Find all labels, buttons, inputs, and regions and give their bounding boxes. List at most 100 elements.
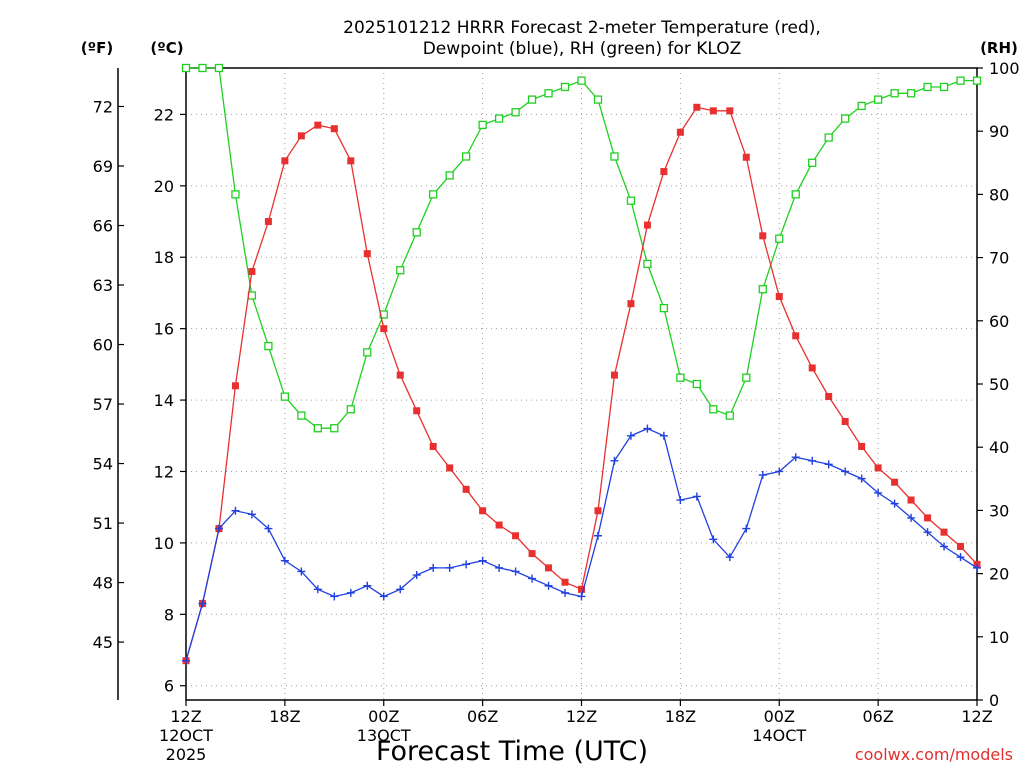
celsius-tick-label: 14 bbox=[154, 391, 174, 410]
rh-point bbox=[280, 392, 290, 401]
temperature-point bbox=[528, 550, 536, 558]
dewpoint-point bbox=[379, 592, 388, 601]
rh-point bbox=[725, 411, 734, 420]
celsius-unit-label: (ºC) bbox=[150, 39, 183, 57]
temperature-point bbox=[462, 485, 470, 493]
time-tick-label: 06Z bbox=[467, 707, 498, 726]
temperature-point bbox=[330, 125, 338, 133]
rh-point bbox=[939, 82, 949, 92]
dewpoint-point bbox=[857, 474, 866, 483]
temperature-point bbox=[874, 464, 882, 472]
dewpoint-point bbox=[396, 585, 405, 594]
dewpoint-point bbox=[841, 467, 850, 476]
rh-tick-label: 40 bbox=[989, 438, 1009, 457]
temperature-point bbox=[792, 332, 800, 340]
rh-point bbox=[906, 89, 916, 98]
fahrenheit-tick-label: 63 bbox=[93, 276, 113, 295]
temperature-point bbox=[264, 218, 272, 226]
dewpoint-point bbox=[214, 524, 223, 533]
dewpoint-point bbox=[890, 499, 899, 508]
dewpoint-point bbox=[445, 563, 454, 572]
rh-point bbox=[659, 304, 669, 313]
temperature-point bbox=[924, 514, 932, 522]
rh-tick-label: 70 bbox=[989, 249, 1009, 268]
date-label: 13OCT bbox=[357, 726, 411, 745]
temperature-point bbox=[841, 417, 849, 425]
celsius-axis: 6 8 10 12 14 16 18 20 22 bbox=[154, 105, 186, 696]
rh-series bbox=[181, 63, 982, 433]
dewpoint-point bbox=[874, 488, 883, 497]
rh-tick-label: 0 bbox=[989, 691, 999, 710]
rh-point bbox=[396, 266, 405, 275]
dewpoint-point bbox=[758, 471, 767, 480]
rh-tick-label: 10 bbox=[989, 628, 1009, 647]
temperature-point bbox=[446, 464, 454, 472]
rh-tick-label: 90 bbox=[989, 122, 1009, 141]
temperature-point bbox=[858, 442, 866, 450]
rh-point bbox=[494, 114, 504, 123]
dewpoint-point bbox=[330, 592, 339, 601]
rh-point bbox=[923, 82, 932, 92]
dewpoint-point bbox=[610, 456, 619, 465]
temperature-point bbox=[363, 250, 371, 258]
dewpoint-point bbox=[297, 567, 306, 576]
rh-point bbox=[313, 424, 322, 433]
temperature-point bbox=[940, 528, 948, 536]
dewpoint-point bbox=[577, 592, 586, 601]
rh-point bbox=[214, 63, 224, 73]
rh-point bbox=[857, 101, 866, 111]
temperature-point bbox=[231, 382, 239, 390]
temperature-point bbox=[594, 507, 602, 515]
rh-point bbox=[461, 152, 471, 161]
temperature-point bbox=[429, 442, 437, 450]
dewpoint-point bbox=[511, 567, 520, 576]
rh-point bbox=[643, 259, 652, 269]
dewpoint-point bbox=[791, 453, 800, 462]
fahrenheit-axis: 45 48 51 54 57 60 63 66 69 72 bbox=[93, 97, 124, 652]
title-line-1: 2025101212 HRRR Forecast 2-meter Tempera… bbox=[343, 18, 821, 38]
temperature-point bbox=[561, 578, 569, 586]
fahrenheit-tick-label: 48 bbox=[93, 574, 113, 593]
temperature-point bbox=[775, 293, 783, 301]
dewpoint-point bbox=[462, 560, 471, 569]
celsius-tick-label: 10 bbox=[154, 534, 174, 553]
chart-title: 2025101212 HRRR Forecast 2-meter Tempera… bbox=[343, 18, 821, 59]
rh-point bbox=[775, 234, 784, 243]
dewpoint-point bbox=[363, 581, 372, 590]
dewpoint-point bbox=[907, 513, 916, 522]
dewpoint-point bbox=[313, 585, 322, 594]
rh-point bbox=[429, 190, 438, 199]
temperature-point bbox=[627, 300, 635, 308]
temperature-point bbox=[693, 103, 701, 111]
rh-unit-label: (RH) bbox=[980, 39, 1018, 57]
dewpoint-point bbox=[182, 656, 190, 665]
rh-point bbox=[841, 114, 850, 123]
dewpoint-point bbox=[742, 524, 751, 533]
celsius-tick-label: 16 bbox=[154, 320, 174, 339]
time-tick-label: 18Z bbox=[269, 707, 300, 726]
rh-tick-label: 60 bbox=[989, 312, 1009, 331]
fahrenheit-tick-label: 45 bbox=[93, 633, 113, 652]
fahrenheit-tick-label: 69 bbox=[93, 157, 113, 176]
rh-point bbox=[560, 82, 570, 92]
temperature-point bbox=[726, 107, 734, 115]
dewpoint-point bbox=[593, 531, 602, 540]
dewpoint-point bbox=[824, 460, 833, 469]
rh-point bbox=[709, 405, 718, 414]
date-label: 12OCT bbox=[159, 726, 213, 745]
dewpoint-point bbox=[247, 510, 256, 519]
rh-point bbox=[264, 341, 273, 351]
dewpoint-point bbox=[923, 528, 932, 537]
rh-point bbox=[363, 348, 372, 357]
rh-point bbox=[610, 152, 619, 161]
time-tick-label: 12Z bbox=[566, 707, 597, 726]
rh-point bbox=[330, 424, 339, 433]
fahrenheit-tick-label: 60 bbox=[93, 336, 113, 355]
temperature-point bbox=[512, 532, 520, 540]
rh-point bbox=[742, 373, 751, 382]
dewpoint-point bbox=[643, 424, 652, 433]
temperature-point bbox=[610, 371, 618, 379]
celsius-tick-label: 6 bbox=[164, 677, 174, 696]
